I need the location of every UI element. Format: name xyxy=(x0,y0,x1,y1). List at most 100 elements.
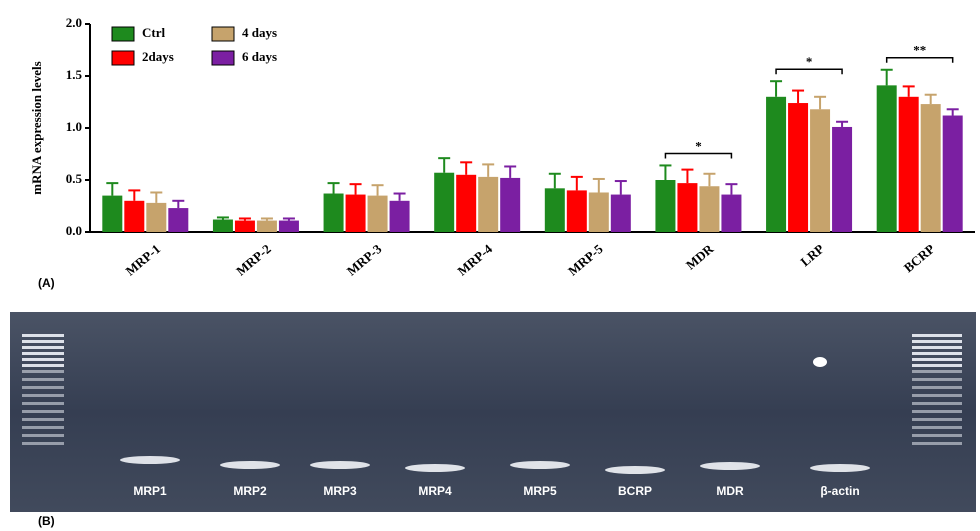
bar xyxy=(899,97,919,232)
ladder-band xyxy=(912,334,962,337)
legend-label: 4 days xyxy=(242,25,277,40)
bar xyxy=(810,109,830,232)
ladder-band xyxy=(912,386,962,389)
gel-band xyxy=(810,464,870,472)
ladder-band xyxy=(22,340,64,343)
ladder-band xyxy=(22,370,64,373)
x-tick-label: MRP-3 xyxy=(344,241,385,279)
x-tick-label: BCRP xyxy=(901,241,938,275)
gel-band xyxy=(120,456,180,464)
lane-label: MRP4 xyxy=(418,484,452,498)
bar xyxy=(102,196,122,232)
legend-swatch xyxy=(212,51,234,65)
significance-bracket xyxy=(665,153,731,158)
y-tick-label: 2.0 xyxy=(66,15,82,30)
legend-swatch xyxy=(212,27,234,41)
ladder-band xyxy=(22,378,64,381)
lane-label: MDR xyxy=(716,484,744,498)
bar xyxy=(545,188,565,232)
bar xyxy=(124,201,144,232)
ladder-band xyxy=(22,346,64,349)
bar xyxy=(832,127,852,232)
bar xyxy=(677,183,697,232)
bar xyxy=(478,177,498,232)
bar xyxy=(766,97,786,232)
bar xyxy=(390,201,410,232)
bar xyxy=(589,192,609,232)
bar xyxy=(257,221,277,232)
significance-label: * xyxy=(695,138,702,153)
legend-label: 2days xyxy=(142,49,174,64)
ladder-band xyxy=(912,346,962,349)
bar xyxy=(368,196,388,232)
ladder-band xyxy=(912,426,962,429)
x-tick-label: MRP-1 xyxy=(123,241,164,278)
lane-label: MRP2 xyxy=(233,484,267,498)
bar xyxy=(655,180,675,232)
panel-label: (A) xyxy=(38,276,55,290)
lane-label: MRP5 xyxy=(523,484,557,498)
y-tick-label: 1.5 xyxy=(66,67,83,82)
ladder-band xyxy=(22,426,64,429)
x-tick-label: MRP-5 xyxy=(565,241,606,279)
y-tick-label: 1.0 xyxy=(66,119,82,134)
significance-bracket xyxy=(887,58,953,63)
y-axis-label: mRNA expression levels xyxy=(29,61,44,194)
x-tick-label: MRP-4 xyxy=(454,241,495,279)
legend-label: Ctrl xyxy=(142,25,165,40)
panel-label: (B) xyxy=(38,514,55,528)
gel-band xyxy=(405,464,465,472)
lane-label: MRP1 xyxy=(133,484,167,498)
lane-label: MRP3 xyxy=(323,484,357,498)
x-tick-label: MDR xyxy=(683,241,717,273)
ladder-band xyxy=(912,434,962,437)
legend-swatch xyxy=(112,27,134,41)
ladder-band xyxy=(912,364,962,367)
bar xyxy=(500,178,520,232)
bar xyxy=(324,194,344,232)
ladder-band xyxy=(22,394,64,397)
ladder-band xyxy=(912,394,962,397)
bar xyxy=(213,220,233,232)
bar xyxy=(168,208,188,232)
bar xyxy=(456,175,476,232)
figure: (A) mRNA expression levels MRP1 MRP2 MRP3 M… xyxy=(0,0,980,531)
bar xyxy=(235,221,255,232)
bar xyxy=(279,221,299,232)
ladder-band xyxy=(22,442,64,445)
ladder-band xyxy=(22,402,64,405)
significance-label: ** xyxy=(913,43,926,58)
gel-band xyxy=(510,461,570,469)
ladder-band xyxy=(22,334,64,337)
y-tick-label: 0.5 xyxy=(66,171,83,186)
ladder-band xyxy=(912,378,962,381)
significance-bracket xyxy=(776,69,842,74)
gel-band xyxy=(605,466,665,474)
gel-image xyxy=(10,312,976,512)
ladder-band xyxy=(912,402,962,405)
bar xyxy=(788,103,808,232)
ladder-band xyxy=(912,340,962,343)
bar xyxy=(943,116,963,232)
bar xyxy=(721,195,741,232)
legend-swatch xyxy=(112,51,134,65)
gel-band xyxy=(700,462,760,470)
lane-label: β-actin xyxy=(820,484,859,498)
bar xyxy=(877,85,897,232)
ladder-band xyxy=(22,358,64,361)
ladder-band xyxy=(22,410,64,413)
y-tick-label: 0.0 xyxy=(66,223,82,238)
gel-band xyxy=(220,461,280,469)
bar xyxy=(611,195,631,232)
ladder-band xyxy=(912,370,962,373)
bar xyxy=(434,173,454,232)
ladder-band xyxy=(912,352,962,355)
gel-band xyxy=(310,461,370,469)
legend-label: 6 days xyxy=(242,49,277,64)
bar xyxy=(699,186,719,232)
ladder-band xyxy=(22,352,64,355)
ladder-band xyxy=(912,410,962,413)
ladder-band xyxy=(22,418,64,421)
page: (A) mRNA expression levels MRP1 MRP2 MRP3 M… xyxy=(0,0,980,531)
ladder-band xyxy=(912,418,962,421)
